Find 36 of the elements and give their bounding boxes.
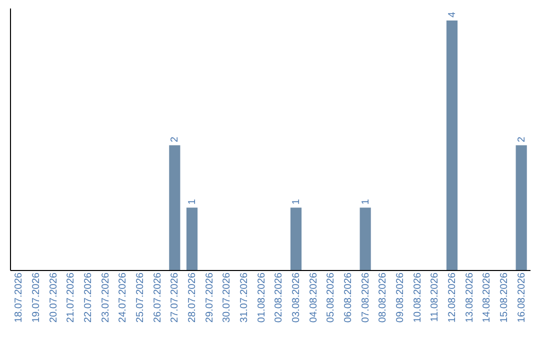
x-tick-label: 24.07.2026 — [118, 272, 129, 323]
data-label: 1 — [187, 198, 198, 205]
x-tick-label: 13.08.2026 — [464, 272, 476, 323]
x-tick-label: 21.07.2026 — [66, 272, 77, 323]
x-tick-label: 14.08.2026 — [482, 272, 493, 323]
data-label: 1 — [291, 198, 302, 205]
x-tick-label: 29.07.2026 — [204, 272, 216, 323]
x-tick-label: 05.08.2026 — [326, 272, 337, 323]
x-tick-label: 31.07.2026 — [239, 272, 250, 323]
x-tick-label: 19.07.2026 — [31, 272, 42, 323]
x-tick-label: 22.07.2026 — [83, 272, 94, 323]
x-tick-label: 30.07.2026 — [222, 272, 233, 323]
x-tick-label: 11.08.2026 — [430, 272, 441, 322]
x-tick-label: 28.07.2026 — [187, 272, 198, 323]
x-tick-label: 26.07.2026 — [152, 272, 164, 323]
data-label: 4 — [447, 11, 458, 18]
x-tick-label: 27.07.2026 — [170, 272, 181, 323]
x-tick-label: 04.08.2026 — [308, 272, 320, 323]
x-tick-label: 10.08.2026 — [412, 272, 424, 323]
x-tick-label: 09.08.2026 — [395, 272, 406, 323]
x-tick-label: 06.08.2026 — [343, 272, 354, 323]
x-tick-label: 25.07.2026 — [135, 272, 146, 323]
x-tick-label: 01.08.2026 — [256, 272, 268, 323]
x-tick-label: 18.07.2026 — [14, 272, 25, 323]
data-label: 2 — [170, 136, 181, 142]
data-label: 2 — [516, 136, 528, 142]
x-tick-label: 20.07.2026 — [48, 272, 60, 323]
x-tick-label: 03.08.2026 — [291, 272, 302, 323]
x-tick-label: 15.08.2026 — [499, 272, 510, 323]
data-label: 1 — [360, 198, 372, 205]
x-tick-label: 23.07.2026 — [100, 272, 112, 323]
x-tick-label: 08.08.2026 — [378, 272, 389, 323]
x-tick-label: 16.08.2026 — [516, 272, 528, 323]
x-tick-label: 07.08.2026 — [360, 272, 372, 323]
x-tick-label: 12.08.2026 — [447, 272, 458, 323]
x-tick-label: 02.08.2026 — [274, 272, 285, 323]
